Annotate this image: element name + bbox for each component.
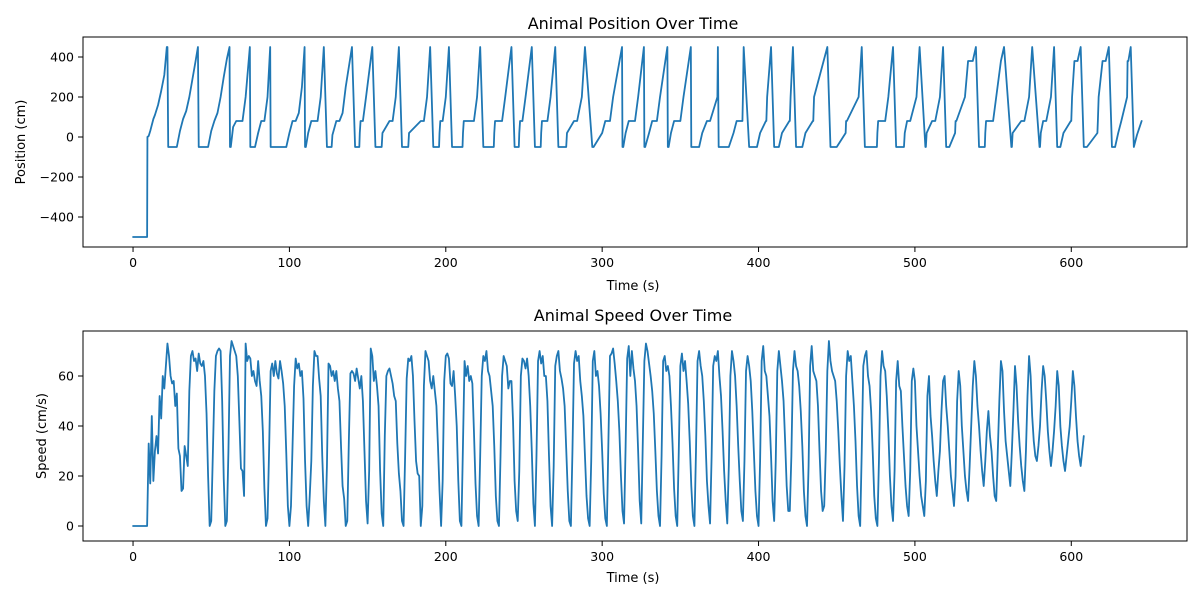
speed-x-tick-label: 300: [590, 549, 614, 564]
speed-x-tick-label: 600: [1059, 549, 1083, 564]
speed-x-tick-label: 500: [903, 549, 927, 564]
position-y-tick-label: 200: [50, 90, 74, 105]
position-x-tick-label: 500: [903, 255, 927, 270]
speed-y-tick-label: 20: [58, 469, 74, 484]
position-y-axis-label: Position (cm): [14, 100, 29, 185]
speed-x-ticks: 0 100 200 300 400 500 600: [129, 541, 1083, 564]
speed-series-line: [132, 340, 1085, 527]
speed-y-tick-label: 40: [58, 419, 74, 434]
speed-y-ticks: 0 20 40 60: [58, 369, 83, 534]
position-x-tick-label: 300: [590, 255, 614, 270]
speed-x-tick-label: 100: [277, 549, 301, 564]
position-y-ticks: −400 −200 0 200 400: [40, 50, 83, 225]
speed-x-tick-label: 200: [434, 549, 458, 564]
position-y-tick-label: −400: [40, 210, 74, 225]
position-x-tick-label: 600: [1059, 255, 1083, 270]
speed-y-tick-label: 0: [66, 519, 74, 534]
position-y-tick-label: 400: [50, 50, 74, 65]
position-x-tick-label: 100: [277, 255, 301, 270]
speed-plot-frame: [82, 330, 1188, 542]
position-plot-frame: [82, 36, 1188, 248]
speed-chart: Animal Speed Over Time 0 100 200 300 400 500 6…: [35, 306, 1188, 586]
speed-x-tick-label: 400: [747, 549, 771, 564]
position-y-tick-label: −200: [40, 170, 74, 185]
speed-x-tick-label: 0: [129, 549, 137, 564]
position-y-tick-label: 0: [66, 130, 74, 145]
position-x-tick-label: 0: [129, 255, 137, 270]
position-x-axis-label: Time (s): [606, 279, 660, 294]
position-x-tick-label: 400: [747, 255, 771, 270]
position-x-ticks: 0 100 200 300 400 500 600: [129, 247, 1083, 270]
position-x-tick-label: 200: [434, 255, 458, 270]
position-series-line: [132, 46, 1143, 238]
speed-x-axis-label: Time (s): [606, 571, 660, 586]
position-chart: Animal Position Over Time 0 100 200 300 400 5…: [14, 14, 1188, 294]
speed-y-axis-label: Speed (cm/s): [35, 393, 50, 479]
speed-chart-title: Animal Speed Over Time: [534, 306, 732, 325]
speed-y-tick-label: 60: [58, 369, 74, 384]
position-chart-title: Animal Position Over Time: [528, 14, 739, 33]
